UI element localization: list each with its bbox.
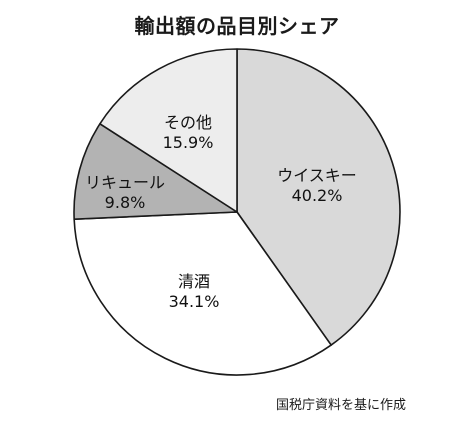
slice-name-label: その他 <box>164 113 212 132</box>
slice-name-label: ウイスキー <box>277 166 357 185</box>
pie-slice-2 <box>73 211 332 376</box>
slice-name-label: 清酒 <box>178 272 210 291</box>
source-note: 国税庁資料を基に作成 <box>275 398 406 413</box>
pie-slice-4 <box>99 48 238 213</box>
slice-value-label: 15.9% <box>163 133 214 152</box>
slice-value-label: 34.1% <box>169 292 220 311</box>
slice-name-label: リキュール <box>85 173 165 192</box>
chart-title: 輸出額の品目別シェア <box>134 14 340 38</box>
slice-value-label: 9.8% <box>105 193 146 212</box>
pie-slice-3 <box>73 123 238 220</box>
slice-value-label: 40.2% <box>292 186 343 205</box>
pie-slices <box>73 48 401 376</box>
pie-slice-1 <box>236 48 401 346</box>
